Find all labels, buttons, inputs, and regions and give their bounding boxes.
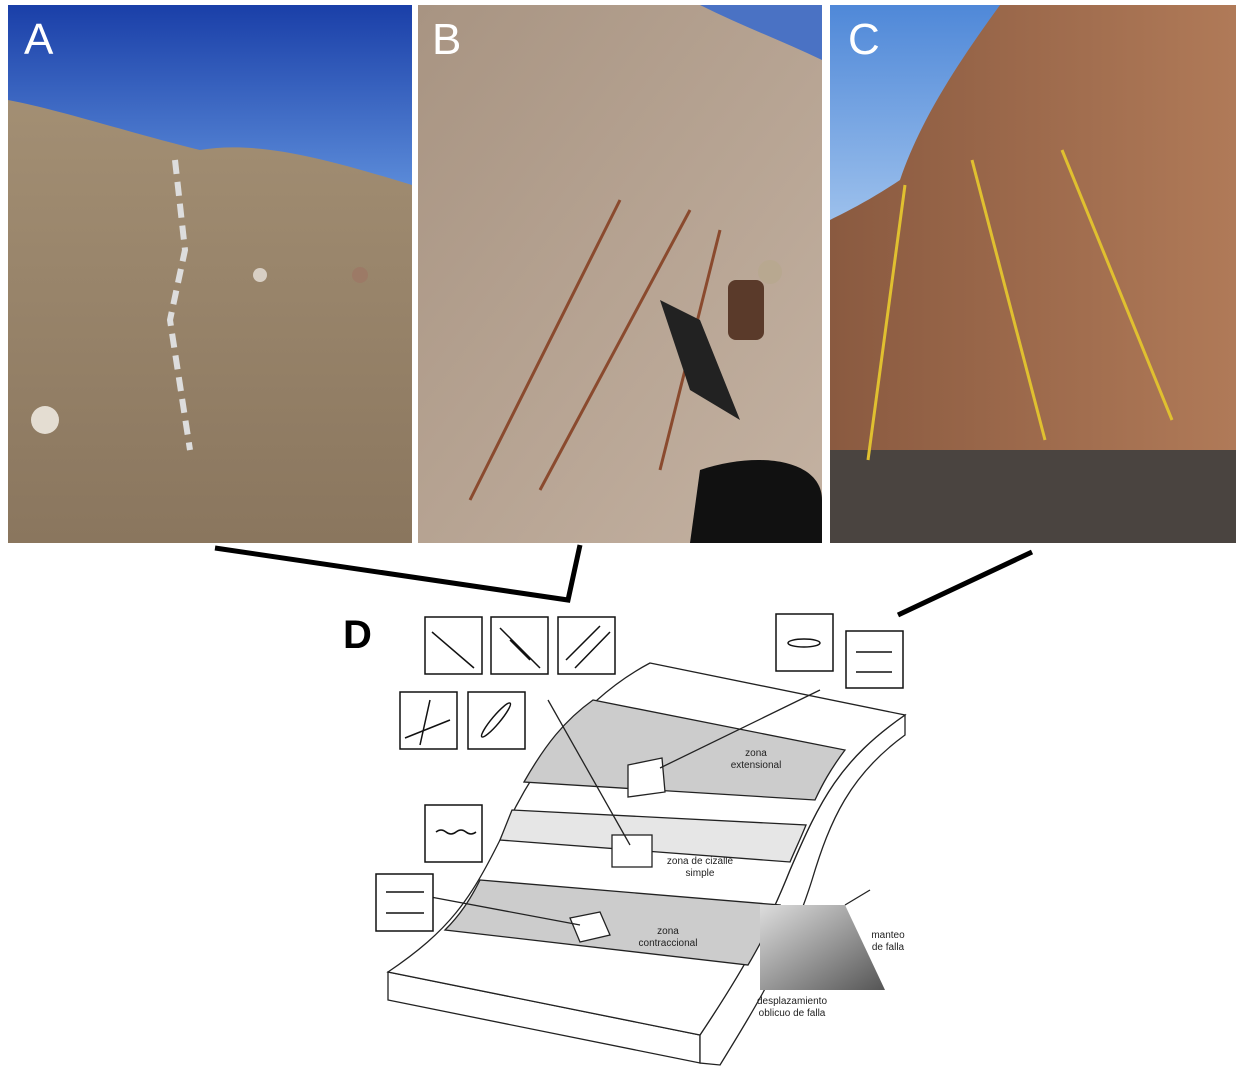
diagram-label: manteo [871,930,905,941]
diagram-label: de falla [872,942,905,953]
diagram-label: contraccional [639,938,698,949]
diagram-label: desplazamiento [757,996,827,1007]
diagram-label: simple [686,868,715,879]
panel-label: D [343,613,372,657]
panel-label: B [432,15,461,64]
photo-a: A [8,5,412,543]
figure: A B C D zonaextensionalzona de cizallesi… [0,0,1237,1066]
panel-label: A [24,15,54,64]
connector [215,545,580,600]
photo-b: B [418,5,822,543]
photo-c: C [830,5,1236,543]
diagram-label: extensional [731,760,782,771]
connector [898,552,1032,615]
block-diagram [388,663,905,1065]
diagram-label: zona [657,926,679,937]
diagram-label: zona [745,748,767,759]
diagram-label: oblicuo de falla [759,1008,826,1019]
panel-label: C [848,15,880,64]
diagram-label: zona de cizalle [667,856,734,867]
